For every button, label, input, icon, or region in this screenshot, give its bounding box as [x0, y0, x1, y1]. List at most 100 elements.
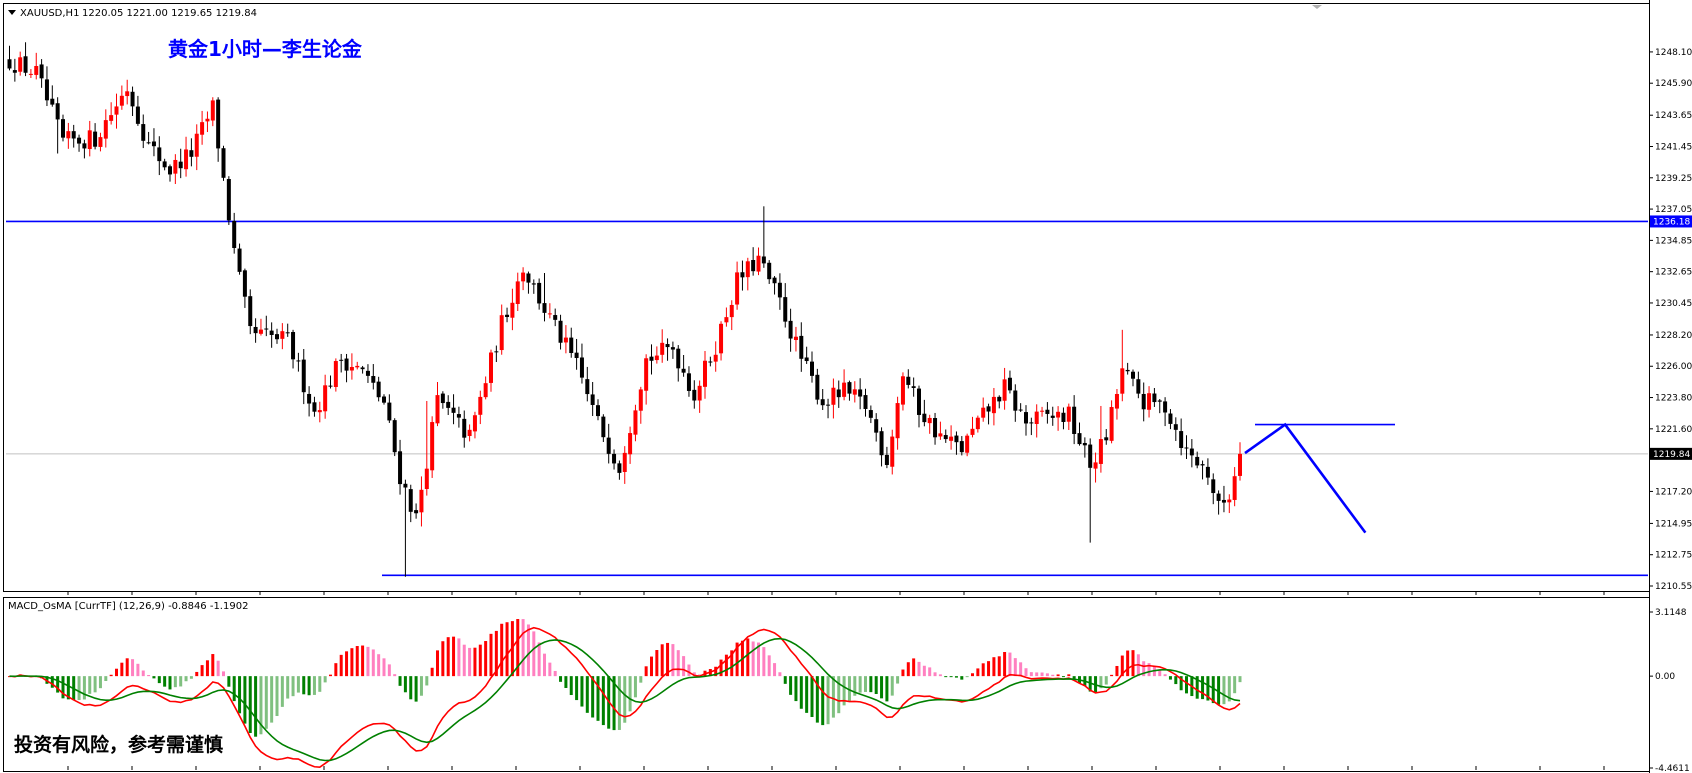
projection-path[interactable]	[1244, 422, 1367, 534]
candle-bull	[831, 387, 836, 405]
candle-bull	[103, 120, 108, 139]
osma-bar	[810, 676, 814, 717]
osma-bar	[1142, 661, 1146, 677]
osma-bar	[874, 676, 878, 694]
osma-bar	[125, 658, 129, 677]
osma-bar	[409, 676, 413, 700]
osma-bar	[1061, 676, 1065, 678]
candle-bear	[162, 161, 167, 168]
osma-bar	[312, 676, 316, 695]
candle-bear	[1163, 401, 1168, 413]
candle-bull	[499, 315, 504, 351]
candle-bear	[708, 361, 713, 363]
osma-bar	[468, 647, 472, 677]
candle-bear	[55, 103, 60, 120]
candle-bear	[836, 389, 841, 398]
candle-bull	[644, 358, 649, 391]
candle-bear	[71, 131, 76, 139]
osma-bar	[1131, 650, 1135, 677]
candle-bear	[141, 124, 146, 141]
osma-bar	[377, 654, 381, 677]
osma-bar	[532, 631, 536, 677]
osma-bar	[77, 676, 81, 701]
chart-title: 黄金1小时—李生论金	[168, 37, 363, 61]
candle-bear	[1104, 437, 1109, 441]
osma-bar	[1056, 674, 1060, 677]
candle-bull	[1120, 368, 1125, 394]
osma-bar	[179, 676, 183, 687]
osma-bar	[778, 672, 782, 677]
horizontal-levels[interactable]: 1236.18 1219.84	[6, 215, 1692, 577]
price-tick-label: 1237.05	[1655, 205, 1692, 215]
chevron-down-icon[interactable]	[8, 10, 16, 15]
candle-bear	[943, 435, 948, 440]
candle-bear	[761, 256, 766, 264]
current-price-label: 1219.84	[1653, 450, 1690, 460]
osma-bar	[660, 644, 664, 677]
candle-bear	[216, 99, 221, 149]
osma-bar	[1158, 669, 1162, 677]
osma-bar	[323, 676, 327, 683]
candle-bear	[371, 376, 376, 383]
osma-bar	[831, 676, 835, 718]
candle-bull	[563, 337, 568, 343]
osma-bar	[50, 676, 54, 688]
osma-bar	[735, 642, 739, 677]
osma-bar	[232, 676, 236, 702]
candle-bull	[323, 385, 328, 412]
candle-bull	[258, 329, 263, 334]
price-tick-label: 1221.60	[1655, 425, 1692, 435]
candle-bull	[622, 452, 627, 472]
price-scale[interactable]: 1248.10 1245.90 1243.65 1241.45 1239.25 1237.…	[1649, 48, 1692, 773]
candle-bear	[1050, 415, 1055, 418]
price-tick-label: 1245.90	[1655, 79, 1692, 89]
osma-bar	[971, 673, 974, 677]
price-tick-label: 1241.45	[1655, 142, 1692, 152]
symbol-label: XAUUSD,H1	[20, 8, 79, 19]
candle-bull	[87, 130, 92, 150]
osma-bar	[842, 676, 846, 706]
candle-bear	[847, 382, 852, 394]
projection-lines[interactable]	[1244, 422, 1395, 534]
osma-bar	[1051, 674, 1055, 677]
candle-bull	[173, 159, 178, 174]
candle-bear	[601, 416, 606, 438]
ohlc-readout: 1220.05 1221.00 1219.65 1219.84	[82, 8, 257, 19]
price-tick-label: 1228.20	[1655, 331, 1692, 341]
osma-bar	[334, 663, 338, 677]
osma-bar	[361, 645, 365, 677]
osma-bar	[714, 666, 718, 677]
chart-shift-marker-icon[interactable]	[1312, 5, 1322, 9]
osma-bar	[494, 630, 498, 677]
osma-bar	[414, 676, 418, 702]
candle-bear	[312, 402, 317, 412]
osma-bar	[243, 676, 247, 724]
osma-bar	[387, 664, 391, 677]
osma-bar	[270, 676, 274, 723]
candle-bear	[815, 374, 820, 400]
osma-bar	[987, 661, 991, 677]
candle-bull	[852, 389, 857, 395]
osma-bar	[617, 676, 621, 730]
price-tick-label: 1230.45	[1655, 299, 1692, 309]
osma-bar	[949, 676, 953, 678]
osma-bar	[751, 641, 755, 677]
osma-bar	[419, 676, 423, 696]
candle-bear	[146, 142, 151, 144]
candle-bear	[906, 376, 911, 385]
osma-bar	[692, 672, 696, 677]
candle-bear	[462, 418, 467, 438]
candle-bear	[307, 393, 312, 404]
osma-bar	[1115, 665, 1119, 677]
candle-bear	[157, 147, 162, 162]
osma-bar	[473, 647, 477, 677]
candle-bear	[537, 282, 542, 304]
osma-bar	[446, 637, 450, 677]
osma-bar	[1152, 666, 1156, 677]
candle-bear	[1152, 393, 1157, 403]
osma-bar	[61, 676, 65, 699]
candle-bear	[617, 463, 622, 473]
candle-bear	[767, 262, 772, 280]
osma-bar	[789, 676, 793, 695]
candle-bear	[226, 179, 231, 221]
